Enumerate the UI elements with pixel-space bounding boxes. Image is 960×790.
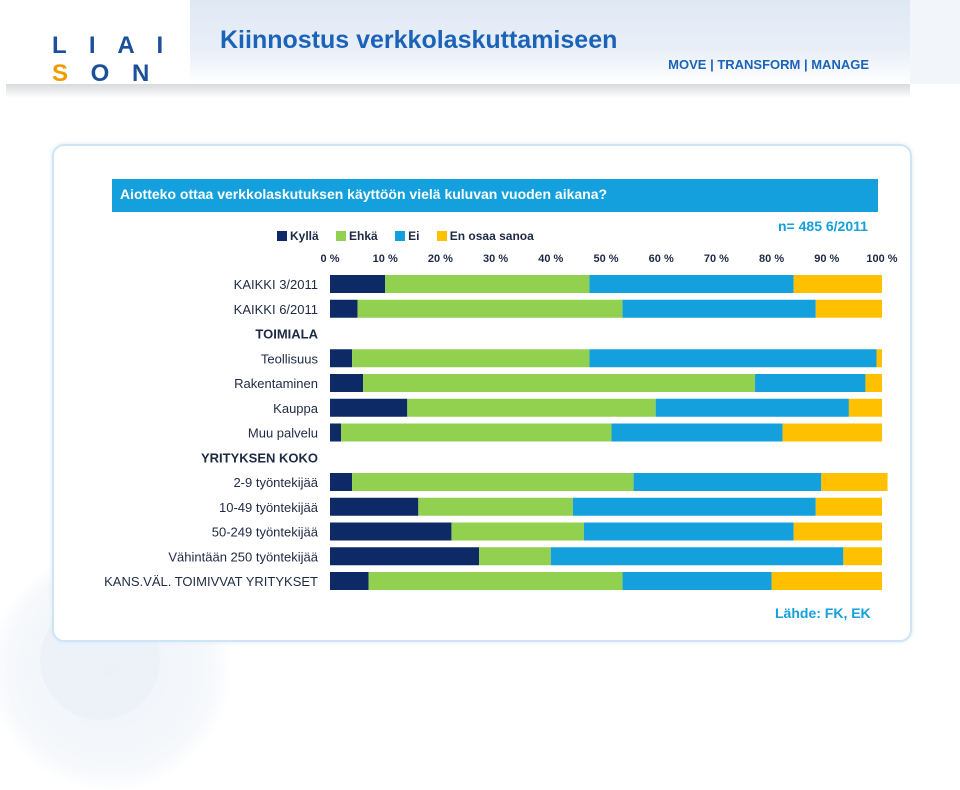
header-right-panel xyxy=(910,0,960,84)
bar-segment xyxy=(633,473,822,491)
category-label: Teollisuus xyxy=(261,351,319,366)
bar-segment xyxy=(821,473,888,491)
x-tick-label: 60 % xyxy=(649,253,674,265)
bar-segment xyxy=(418,497,573,516)
category-label: Vähintään 250 työntekijää xyxy=(168,549,318,564)
legend-item-en-osaa-sanoa: En osaa sanoa xyxy=(436,229,534,243)
bar-segment xyxy=(363,374,756,392)
page-title: Kiinnostus verkkolaskuttamiseen xyxy=(220,26,618,54)
bar-segment xyxy=(330,522,452,541)
question-text: Aiotteko ottaa verkkolaskutuksen käyttöö… xyxy=(120,186,608,202)
bar-segment xyxy=(876,349,882,368)
bar-segment xyxy=(330,299,358,318)
chart-legend: Kyllä Ehkä Ei En osaa sanoa xyxy=(277,229,548,243)
bar-segment xyxy=(622,572,772,590)
bar-segment xyxy=(330,374,364,392)
category-label: Kauppa xyxy=(273,401,319,416)
bar-segment xyxy=(352,349,590,368)
legend-swatch xyxy=(436,231,447,241)
category-label: 50-249 työntekijää xyxy=(212,525,319,540)
legend-label: Ei xyxy=(408,229,420,243)
legend-swatch xyxy=(336,231,347,241)
x-tick-label: 40 % xyxy=(538,253,563,265)
bar-segment xyxy=(330,349,353,368)
x-tick-label: 50 % xyxy=(593,253,618,265)
x-tick-label: 100 % xyxy=(866,253,897,265)
bar-segment xyxy=(330,473,353,491)
legend-item-kylla: Kyllä xyxy=(277,229,319,243)
legend-label: En osaa sanoa xyxy=(449,229,534,243)
bar-segment xyxy=(341,423,612,442)
legend-item-ehka: Ehkä xyxy=(336,229,378,243)
bar-segment xyxy=(589,349,877,368)
category-label: KAIKKI 6/2011 xyxy=(234,302,318,317)
x-tick-label: 70 % xyxy=(704,253,729,265)
bar-segment xyxy=(451,522,584,541)
bar-segment xyxy=(771,572,882,590)
category-label: 2-9 työntekijää xyxy=(233,475,318,490)
category-label: KANS.VÄL. TOIMIVVAT YRITYKSET xyxy=(104,574,318,589)
x-tick-label: 0 % xyxy=(321,253,340,265)
bar-segment xyxy=(330,547,480,566)
legend-swatch xyxy=(395,231,406,241)
category-label: TOIMIALA xyxy=(255,327,318,342)
bar-segment xyxy=(572,497,816,516)
bar-segment xyxy=(622,299,816,318)
bar-segment xyxy=(755,374,866,392)
bar-segment xyxy=(352,473,634,491)
bar-segment xyxy=(793,522,882,541)
bar-segment xyxy=(357,299,623,318)
category-label: Muu palvelu xyxy=(248,426,318,441)
x-tick-label: 30 % xyxy=(483,253,508,265)
bar-segment xyxy=(611,423,783,442)
category-label: KAIKKI 3/2011 xyxy=(234,277,318,292)
bar-segment xyxy=(330,572,369,590)
legend-swatch xyxy=(277,231,287,241)
bar-segment xyxy=(848,398,882,417)
sample-size-note: n= 485 6/2011 xyxy=(778,218,868,234)
x-tick-label: 20 % xyxy=(428,253,453,265)
bar-segment xyxy=(550,547,844,566)
bar-segment xyxy=(793,275,882,293)
bar-segment xyxy=(385,275,590,293)
bar-segment xyxy=(655,398,849,417)
bar-segment xyxy=(815,497,882,516)
bar-segment xyxy=(330,423,342,442)
bar-segment xyxy=(843,547,882,566)
legend-label: Kyllä xyxy=(290,229,319,243)
question-bar: Aiotteko ottaa verkkolaskutuksen käyttöö… xyxy=(112,179,878,212)
bar-segment xyxy=(330,398,408,417)
bar-segment xyxy=(815,299,882,318)
header-shadow xyxy=(6,84,910,98)
bar-segment xyxy=(589,275,794,293)
bar-segment xyxy=(479,547,551,566)
legend-label: Ehkä xyxy=(349,229,378,243)
category-label: YRITYKSEN KOKO xyxy=(201,450,318,465)
x-tick-label: 10 % xyxy=(373,253,398,265)
bar-segment xyxy=(865,374,882,392)
tagline: MOVE | TRANSFORM | MANAGE xyxy=(668,57,869,72)
bar-segment xyxy=(407,398,656,417)
x-tick-label: 80 % xyxy=(759,253,784,265)
category-label: 10-49 työntekijää xyxy=(219,500,319,515)
source-note: Lähde: FK, EK xyxy=(775,605,871,621)
header-band xyxy=(190,0,910,84)
bar-segment xyxy=(583,522,794,541)
bar-segment xyxy=(368,572,623,590)
bar-segment xyxy=(782,423,882,442)
liaison-logo: L I A I S O N xyxy=(52,32,172,87)
stacked-bar-chart: 0 % 10 % 20 % 30 % 40 % 50 % 60 % 70 % 80 % 90 % 1… xyxy=(104,253,898,590)
logo-area: L I A I S O N xyxy=(0,0,188,87)
category-label: Rakentaminen xyxy=(234,376,318,391)
legend-item-ei: Ei xyxy=(395,229,419,243)
x-tick-label: 90 % xyxy=(814,253,839,265)
bar-segment xyxy=(330,275,386,293)
bar-segment xyxy=(330,497,419,516)
